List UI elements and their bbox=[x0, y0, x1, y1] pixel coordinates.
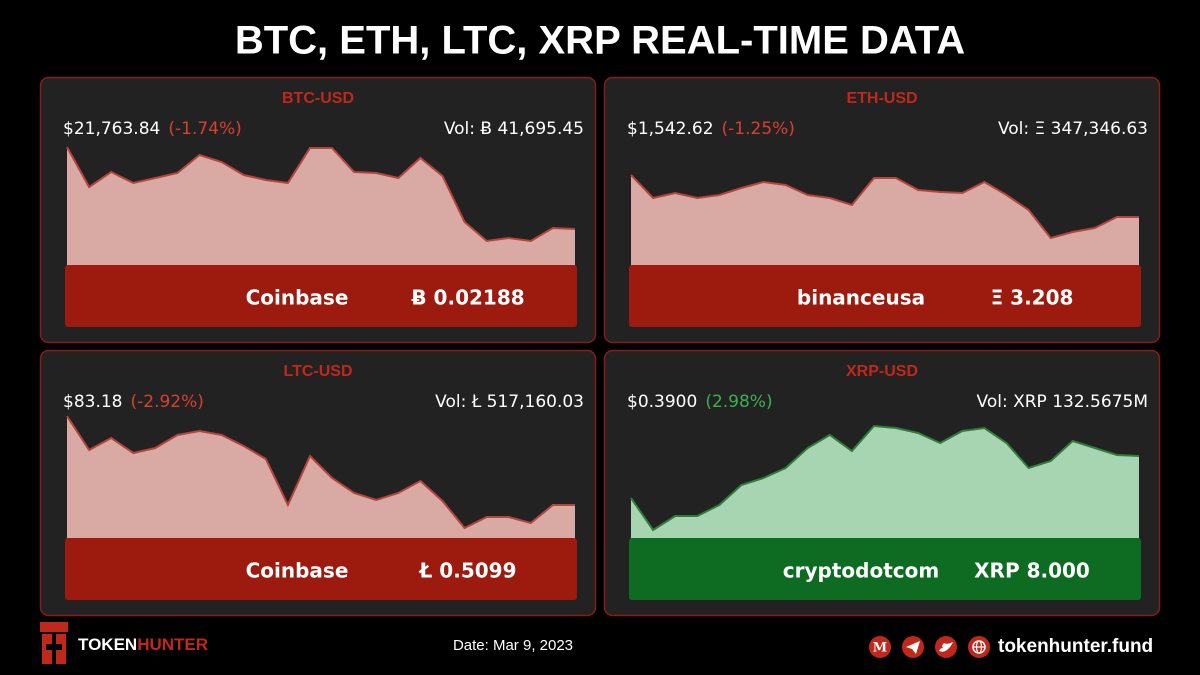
pair-title: XRP-USD bbox=[846, 363, 918, 380]
page-title: BTC, ETH, LTC, XRP REAL-TIME DATA bbox=[235, 19, 965, 63]
volume: Vol: Ł 517,160.03 bbox=[435, 392, 584, 412]
price-line bbox=[630, 174, 1139, 240]
price-line bbox=[66, 146, 576, 243]
area-fill bbox=[631, 426, 1139, 542]
change: (2.98%) bbox=[705, 392, 772, 412]
panel: BTC-USD $21,763.84 (-1.74%) Vol: Ƀ 41,695.4… bbox=[39, 76, 597, 344]
exchange: Coinbase bbox=[246, 559, 349, 583]
trade-size: Ξ 3.208 bbox=[991, 286, 1074, 310]
panel: LTC-USD $83.18 (-2.92%) Vol: Ł 517,160.03 Co… bbox=[39, 349, 597, 617]
date: Date: Mar 9, 2023 bbox=[453, 637, 573, 654]
trade-size: Ł 0.5099 bbox=[419, 559, 517, 583]
pair-title: ETH-USD bbox=[846, 90, 917, 107]
panel: ETH-USD $1,542.62 (-1.25%) Vol: Ξ 347,346.6… bbox=[603, 76, 1161, 344]
trade-size: XRP 8.000 bbox=[974, 559, 1090, 583]
change: (-1.74%) bbox=[168, 119, 241, 139]
change: (-2.92%) bbox=[130, 392, 203, 412]
volume: Vol: Ƀ 41,695.45 bbox=[444, 119, 584, 139]
social-icons: M bbox=[869, 636, 990, 658]
exchange-bar bbox=[65, 265, 577, 327]
price: $1,542.62 bbox=[627, 119, 714, 139]
change: (-1.25%) bbox=[722, 119, 795, 139]
exchange: binanceusa bbox=[797, 286, 925, 310]
exchange: Coinbase bbox=[246, 286, 349, 310]
area-fill bbox=[67, 147, 575, 269]
volume: Vol: XRP 132.5675M bbox=[977, 392, 1148, 412]
area-fill bbox=[631, 175, 1139, 269]
price-line bbox=[66, 415, 575, 530]
price: $83.18 bbox=[63, 392, 122, 412]
brand-second: HUNTER bbox=[137, 635, 208, 654]
brand-first: TOKEN bbox=[78, 635, 137, 654]
price-line bbox=[630, 424, 1140, 532]
exchange: cryptodotcom bbox=[783, 559, 939, 583]
exchange-bar bbox=[65, 538, 577, 600]
pair-title: BTC-USD bbox=[282, 90, 354, 107]
website[interactable]: tokenhunter.fund bbox=[998, 636, 1153, 657]
svg-text:M: M bbox=[873, 641, 887, 656]
exchange-bar bbox=[629, 265, 1141, 327]
price: $0.3900 bbox=[627, 392, 697, 412]
price: $21,763.84 bbox=[63, 119, 160, 139]
volume: Vol: Ξ 347,346.63 bbox=[998, 119, 1148, 139]
brand: TOKENHUNTER bbox=[78, 635, 208, 654]
panel: XRP-USD $0.3900 (2.98%) Vol: XRP 132.5675M c… bbox=[603, 349, 1161, 617]
trade-size: Ƀ 0.02188 bbox=[411, 286, 524, 310]
exchange-bar bbox=[629, 538, 1141, 600]
pair-title: LTC-USD bbox=[283, 363, 352, 380]
area-fill bbox=[67, 416, 575, 542]
logo bbox=[40, 622, 68, 664]
